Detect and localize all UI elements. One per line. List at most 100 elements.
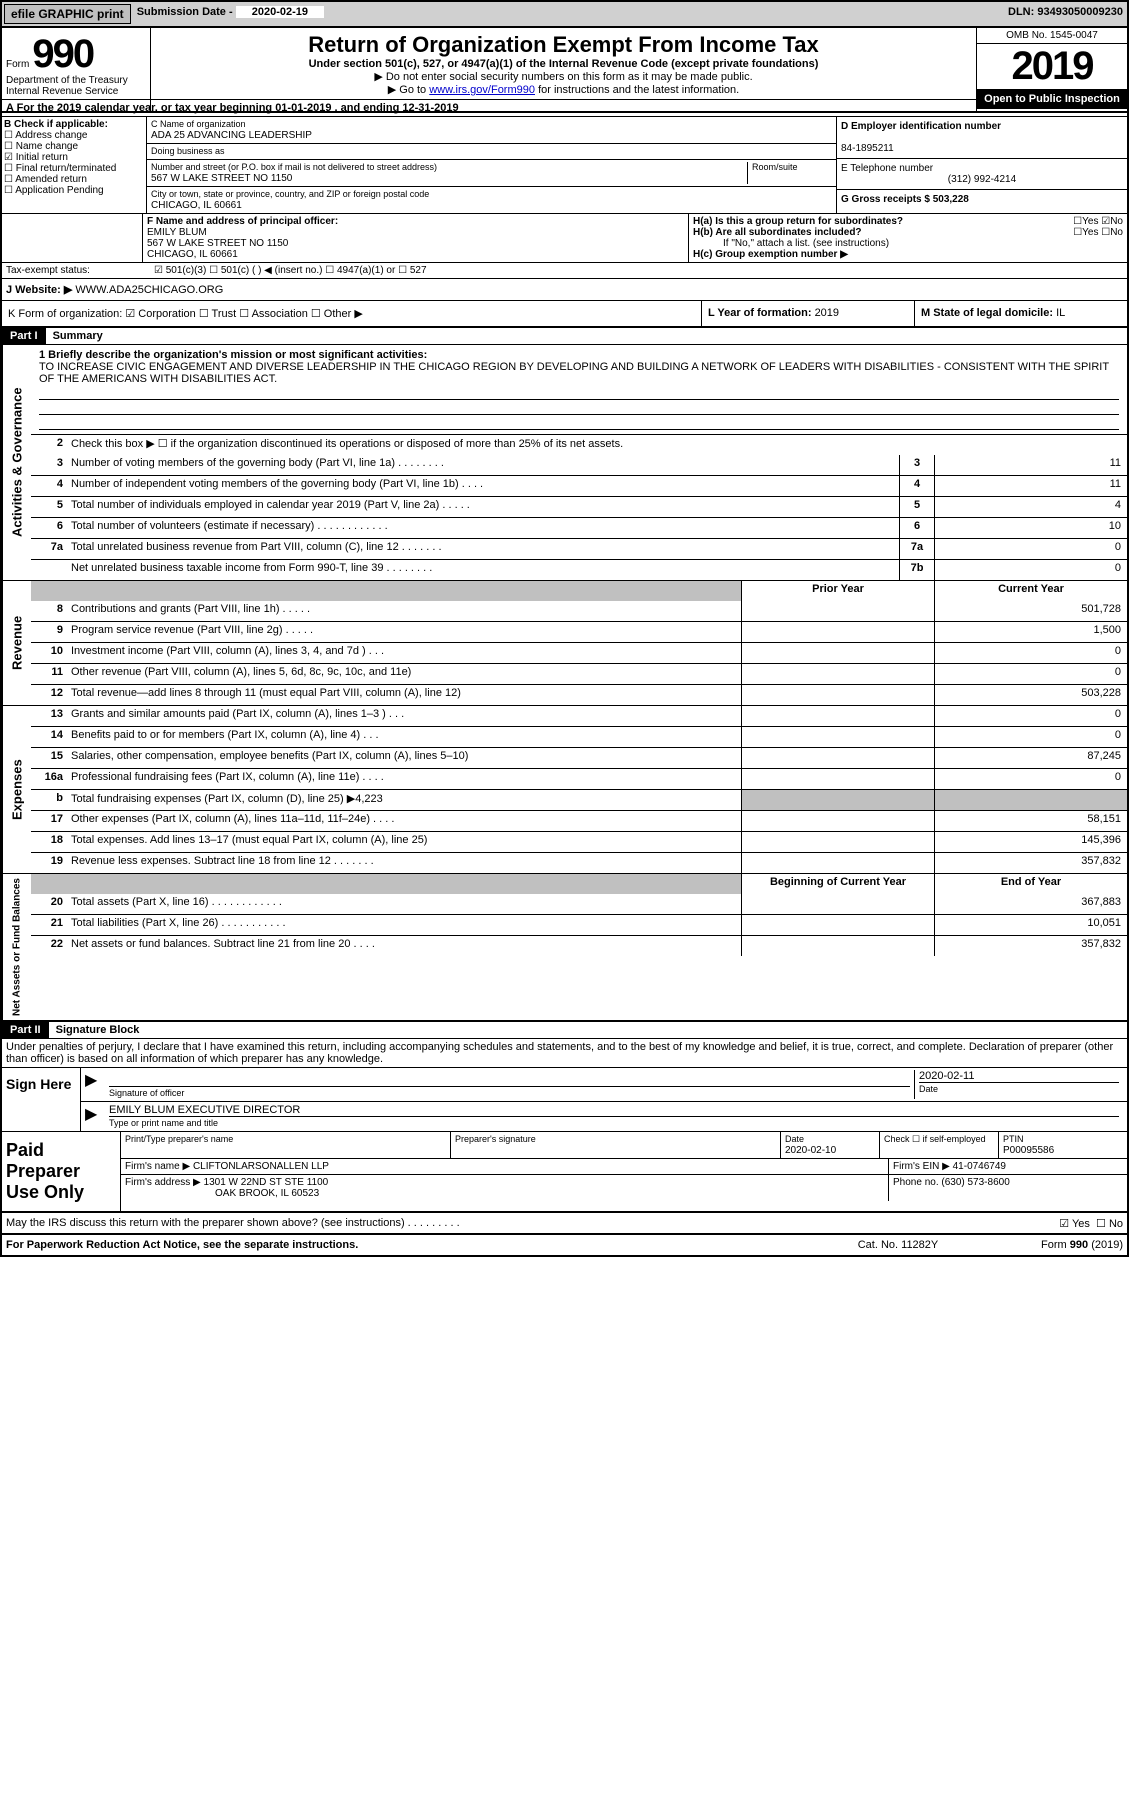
submission-label-text: Submission Date - <box>137 6 236 18</box>
line2-num: 2 <box>31 435 67 455</box>
phone-value: (312) 992-4214 <box>841 174 1123 185</box>
footer-left: For Paperwork Reduction Act Notice, see … <box>6 1239 823 1251</box>
expense-body: 13 Grants and similar amounts paid (Part… <box>31 706 1127 873</box>
firm-phone: (630) 573-8600 <box>941 1177 1009 1188</box>
table-row: 3 Number of voting members of the govern… <box>31 455 1127 475</box>
row-current: 501,728 <box>934 601 1127 621</box>
l-val: 2019 <box>815 307 839 319</box>
table-row: 18 Total expenses. Add lines 13–17 (must… <box>31 831 1127 852</box>
row-num: 18 <box>31 832 67 852</box>
row-prior <box>741 832 934 852</box>
firm-addr1: 1301 W 22ND ST STE 1100 <box>204 1177 329 1188</box>
footer-right-prefix: Form <box>1041 1239 1070 1251</box>
penalty-text: Under penalties of perjury, I declare th… <box>2 1039 1127 1068</box>
city-label: City or town, state or province, country… <box>151 189 429 199</box>
chk-pending[interactable]: ☐ Application Pending <box>4 185 144 196</box>
efile-button[interactable]: efile GRAPHIC print <box>4 4 131 24</box>
firm-ein-col: Firm's EIN ▶ 41-0746749 <box>889 1159 1127 1174</box>
row-num: 12 <box>31 685 67 705</box>
table-row: b Total fundraising expenses (Part IX, c… <box>31 789 1127 810</box>
row-prior <box>741 769 934 789</box>
part2-header-row: Part II Signature Block <box>2 1022 1127 1039</box>
row-desc: Total number of volunteers (estimate if … <box>67 518 899 538</box>
row-desc: Net assets or fund balances. Subtract li… <box>67 936 741 956</box>
netassets-body: Beginning of Current Year End of Year 20… <box>31 874 1127 1020</box>
subtitle: Under section 501(c), 527, or 4947(a)(1)… <box>155 58 972 70</box>
part2-badge: Part II <box>2 1022 49 1038</box>
discuss-text: May the IRS discuss this return with the… <box>6 1217 460 1229</box>
section-b: B Check if applicable: ☐ Address change … <box>2 117 147 213</box>
footer-mid: Cat. No. 11282Y <box>823 1239 973 1251</box>
row-current: 10,051 <box>934 915 1127 935</box>
prep-name-col: Print/Type preparer's name <box>121 1132 451 1158</box>
row-value: 4 <box>934 497 1127 517</box>
dba-label: Doing business as <box>151 146 225 156</box>
prep-date: 2020-02-10 <box>785 1145 836 1156</box>
sig-line[interactable] <box>109 1070 910 1087</box>
table-row: 5 Total number of individuals employed i… <box>31 496 1127 517</box>
firm-label: Firm's name ▶ <box>125 1161 190 1172</box>
row-num: 9 <box>31 622 67 642</box>
dba-cell: Doing business as <box>147 144 836 160</box>
row-desc: Number of voting members of the governin… <box>67 455 899 475</box>
section-deg: D Employer identification number 84-1895… <box>837 117 1127 213</box>
section-b-label: B Check if applicable: <box>4 119 108 130</box>
table-row: 19 Revenue less expenses. Subtract line … <box>31 852 1127 873</box>
top-bar: efile GRAPHIC print Submission Date - 20… <box>2 2 1127 28</box>
mission-block: 1 Briefly describe the organization's mi… <box>31 345 1127 434</box>
chk-address[interactable]: ☐ Address change <box>4 130 144 141</box>
prior-header: Prior Year <box>741 581 934 601</box>
chk-amended[interactable]: ☐ Amended return <box>4 174 144 185</box>
sig-date-col: 2020-02-11 Date <box>915 1070 1123 1099</box>
line2-row: 2 Check this box ▶ ☐ if the organization… <box>31 434 1127 455</box>
netassets-table: Net Assets or Fund Balances Beginning of… <box>2 874 1127 1022</box>
row-klm: K Form of organization: ☑ Corporation ☐ … <box>2 301 1127 328</box>
prep-self-col: Check ☐ if self-employed <box>880 1132 999 1158</box>
prep-sig-col: Preparer's signature <box>451 1132 781 1158</box>
table-row: 22 Net assets or fund balances. Subtract… <box>31 935 1127 956</box>
row-current: 145,396 <box>934 832 1127 852</box>
discuss-yes[interactable]: Yes <box>1072 1218 1090 1230</box>
row-desc: Salaries, other compensation, employee b… <box>67 748 741 768</box>
row-fh: F Name and address of principal officer:… <box>2 214 1127 263</box>
table-row: 13 Grants and similar amounts paid (Part… <box>31 706 1127 726</box>
sig-name-row: ▶ EMILY BLUM EXECUTIVE DIRECTOR Type or … <box>81 1102 1127 1131</box>
row-num: b <box>31 790 67 810</box>
row-num: 21 <box>31 915 67 935</box>
section-f: F Name and address of principal officer:… <box>143 214 689 262</box>
revenue-table: Revenue Prior Year Current Year 8 Contri… <box>2 581 1127 706</box>
part1-header-row: Part I Summary <box>2 328 1127 345</box>
footer-right: Form 990 (2019) <box>973 1239 1123 1251</box>
chk-name[interactable]: ☐ Name change <box>4 141 144 152</box>
row-desc: Benefits paid to or for members (Part IX… <box>67 727 741 747</box>
gross-cell: G Gross receipts $ 503,228 <box>837 190 1127 209</box>
line-a-text: A For the 2019 calendar year, or tax yea… <box>6 102 459 114</box>
sig-date: 2020-02-11 <box>919 1070 1119 1083</box>
row-desc: Total assets (Part X, line 16) . . . . .… <box>67 894 741 914</box>
row-lineno: 5 <box>899 497 934 517</box>
current-header: Current Year <box>934 581 1127 601</box>
m-val: IL <box>1056 307 1065 319</box>
m-label: M State of legal domicile: <box>921 307 1056 319</box>
officer-addr1: 567 W LAKE STREET NO 1150 <box>147 238 288 249</box>
opt4: Amended return <box>15 174 87 185</box>
row-prior <box>741 685 934 705</box>
opt2: Initial return <box>16 152 68 163</box>
chk-final[interactable]: ☐ Final return/terminated <box>4 163 144 174</box>
officer-addr2: CHICAGO, IL 60661 <box>147 249 238 260</box>
table-row: 15 Salaries, other compensation, employe… <box>31 747 1127 768</box>
l-label: L Year of formation: <box>708 307 815 319</box>
row-desc: Program service revenue (Part VIII, line… <box>67 622 741 642</box>
opt0: Address change <box>15 130 87 141</box>
chk-initial[interactable]: ☑ Initial return <box>4 152 144 163</box>
discuss-no[interactable]: No <box>1109 1218 1123 1230</box>
table-row: 9 Program service revenue (Part VIII, li… <box>31 621 1127 642</box>
dln-value: 93493050009230 <box>1037 6 1123 18</box>
firm-phone-col: Phone no. (630) 573-8600 <box>889 1175 1127 1201</box>
part1-badge: Part I <box>2 328 46 344</box>
arrow-icon: ▶ <box>85 1070 105 1099</box>
f-label: F Name and address of principal officer: <box>147 216 338 227</box>
row-desc: Contributions and grants (Part VIII, lin… <box>67 601 741 621</box>
row-prior <box>741 853 934 873</box>
prep-ptin-col: PTINP00095586 <box>999 1132 1127 1158</box>
